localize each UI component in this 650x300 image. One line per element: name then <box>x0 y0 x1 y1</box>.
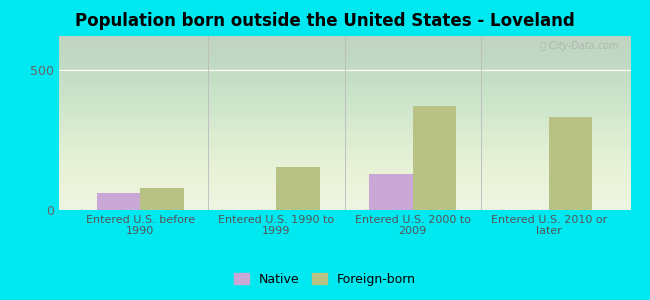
Bar <box>549 117 592 210</box>
Text: Population born outside the United States - Loveland: Population born outside the United State… <box>75 12 575 30</box>
Bar <box>369 173 413 210</box>
Bar <box>140 188 184 210</box>
Bar <box>276 167 320 210</box>
Bar <box>413 106 456 210</box>
Bar <box>97 193 140 210</box>
Text: ⓘ City-Data.com: ⓘ City-Data.com <box>540 41 619 51</box>
Legend: Native, Foreign-born: Native, Foreign-born <box>229 268 421 291</box>
